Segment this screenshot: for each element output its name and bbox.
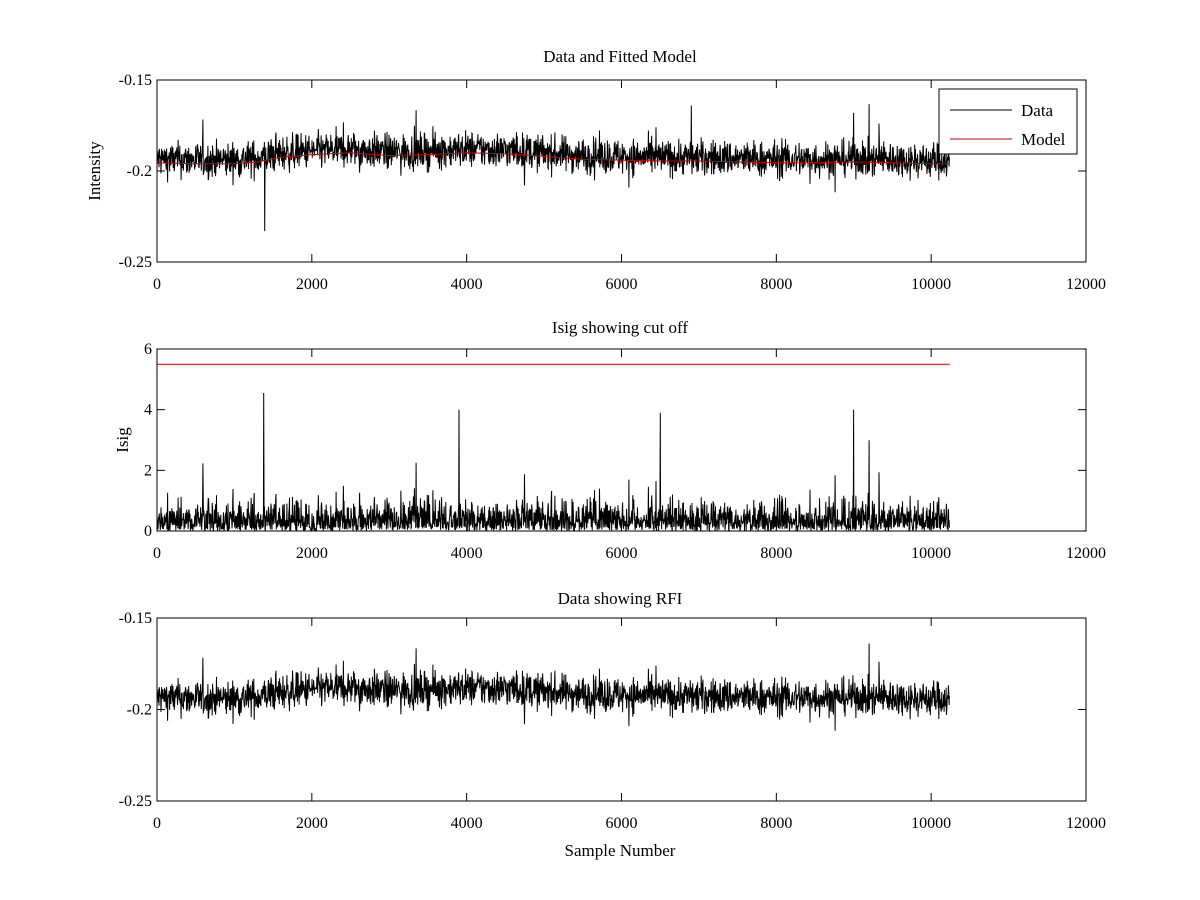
panel-data-showing-rfi: Data showing RFI Sample Number 0 2000 4000… bbox=[119, 589, 1106, 860]
axes: 0 2000 4000 6000 8000 10000 12000 -0.15 -0.2 -0.2… bbox=[119, 610, 1106, 832]
x-tick-label: 12000 bbox=[1066, 815, 1106, 832]
x-tick-label: 8000 bbox=[760, 276, 792, 293]
legend-entry-model: Model bbox=[1021, 130, 1066, 149]
y-tick-label: -0.15 bbox=[119, 72, 152, 89]
x-tick-label: 12000 bbox=[1066, 545, 1106, 562]
plot-area bbox=[156, 363, 951, 533]
axes: 0 2000 4000 6000 8000 10000 12000 -0.15 -0.2 -0.2… bbox=[119, 72, 1106, 293]
x-tick-label: 4000 bbox=[451, 545, 483, 562]
y-tick-label: 4 bbox=[144, 402, 152, 419]
x-tick-label: 6000 bbox=[606, 545, 638, 562]
x-tick-label: 6000 bbox=[606, 276, 638, 293]
series-data-line bbox=[156, 643, 950, 731]
x-tick-label: 2000 bbox=[296, 276, 328, 293]
x-tick-label: 8000 bbox=[760, 815, 792, 832]
x-tick-label: 10000 bbox=[911, 276, 951, 293]
x-tick-label: 0 bbox=[153, 276, 161, 293]
y-tick-label: -0.25 bbox=[119, 793, 152, 810]
x-tick-label: 0 bbox=[153, 545, 161, 562]
y-tick-label: 0 bbox=[144, 523, 152, 540]
y-tick-label: 6 bbox=[144, 341, 152, 358]
x-tick-label: 2000 bbox=[296, 815, 328, 832]
panel-title: Data showing RFI bbox=[558, 589, 683, 608]
axes: 0 2000 4000 6000 8000 10000 12000 0 2 4 6 bbox=[144, 341, 1106, 562]
x-tick-label: 10000 bbox=[911, 815, 951, 832]
y-tick-label: -0.15 bbox=[119, 610, 152, 627]
x-tick-label: 12000 bbox=[1066, 276, 1106, 293]
legend: Data Model bbox=[938, 88, 1078, 155]
y-tick-label: -0.2 bbox=[127, 163, 152, 180]
x-tick-label: 4000 bbox=[451, 815, 483, 832]
plot-area bbox=[156, 104, 950, 232]
series-data-line bbox=[156, 392, 951, 533]
y-tick-label: -0.25 bbox=[119, 254, 152, 271]
x-axis-label: Sample Number bbox=[565, 841, 676, 860]
legend-entry-data: Data bbox=[1021, 101, 1054, 120]
series-model-line bbox=[156, 152, 950, 165]
panel-title: Data and Fitted Model bbox=[543, 47, 697, 66]
x-tick-label: 4000 bbox=[451, 276, 483, 293]
y-tick-label: -0.2 bbox=[127, 702, 152, 719]
panel-data-and-fitted-model: Data and Fitted Model Intensity 0 2000 400… bbox=[85, 47, 1106, 293]
y-tick-label: 2 bbox=[144, 462, 152, 479]
x-tick-label: 8000 bbox=[760, 545, 792, 562]
x-tick-label: 2000 bbox=[296, 545, 328, 562]
x-tick-label: 10000 bbox=[911, 545, 951, 562]
plot-area bbox=[156, 643, 950, 731]
panel-isig-showing-cut-off: Isig showing cut off Isig 0 2000 4000 6000 8… bbox=[113, 318, 1106, 562]
x-tick-label: 6000 bbox=[606, 815, 638, 832]
y-axis-label: Intensity bbox=[85, 141, 104, 201]
x-tick-label: 0 bbox=[153, 815, 161, 832]
legend-box bbox=[938, 88, 1078, 155]
panel-title: Isig showing cut off bbox=[552, 318, 688, 337]
y-axis-label: Isig bbox=[113, 427, 132, 453]
